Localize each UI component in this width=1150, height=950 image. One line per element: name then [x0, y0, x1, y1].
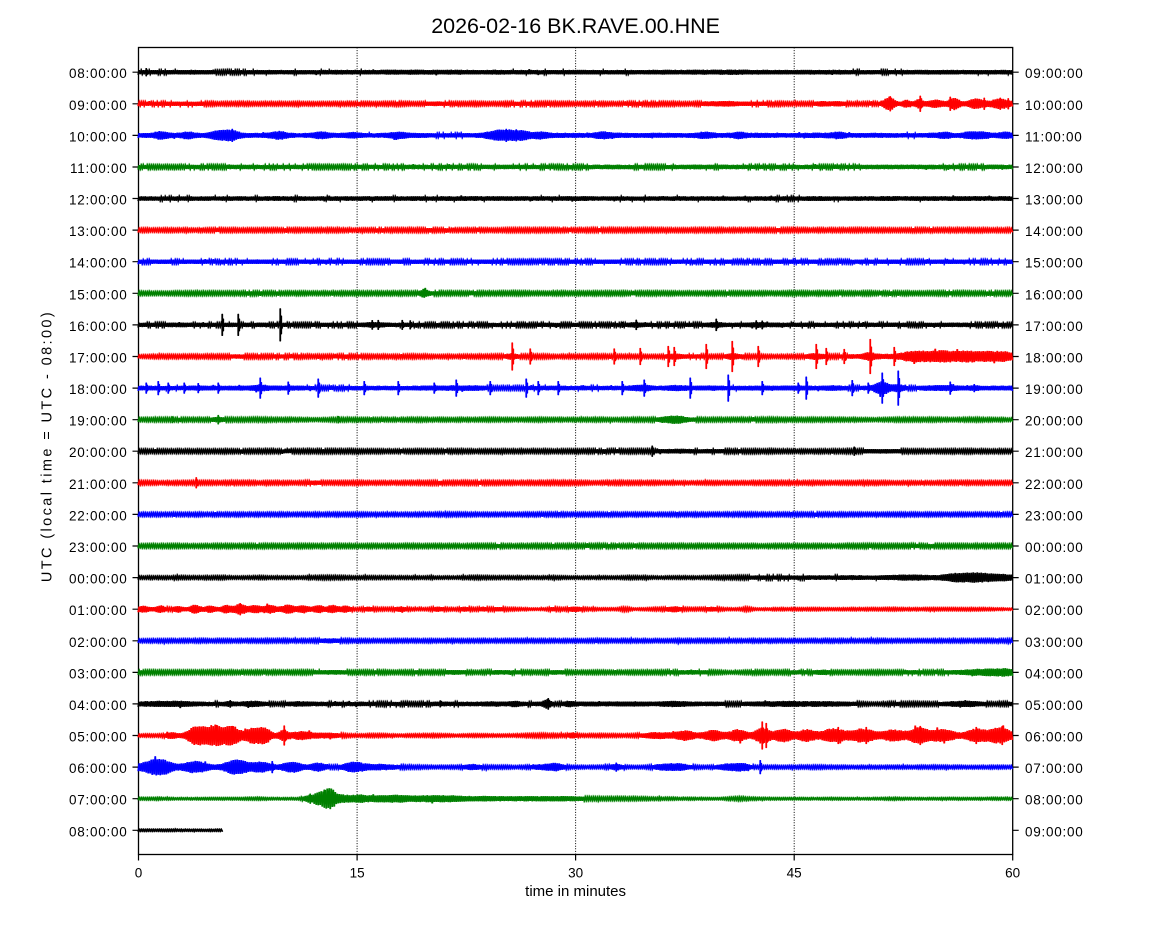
svg-text:15:00:00: 15:00:00	[1025, 256, 1084, 271]
svg-text:02:00:00: 02:00:00	[1025, 603, 1084, 618]
svg-text:30: 30	[568, 866, 583, 881]
svg-text:45: 45	[787, 866, 802, 881]
svg-text:15: 15	[350, 866, 365, 881]
svg-text:07:00:00: 07:00:00	[69, 793, 128, 808]
svg-text:0: 0	[135, 866, 143, 881]
svg-text:17:00:00: 17:00:00	[1025, 319, 1084, 334]
svg-text:UTC (local time = UTC - 08:00): UTC (local time = UTC - 08:00)	[40, 310, 56, 582]
svg-text:09:00:00: 09:00:00	[1025, 66, 1084, 81]
svg-text:21:00:00: 21:00:00	[1025, 445, 1084, 460]
svg-text:2026-02-16 BK.RAVE.00.HNE: 2026-02-16 BK.RAVE.00.HNE	[431, 14, 720, 38]
svg-text:time in minutes: time in minutes	[525, 883, 626, 900]
svg-text:13:00:00: 13:00:00	[1025, 193, 1084, 208]
svg-text:60: 60	[1005, 866, 1020, 881]
svg-text:05:00:00: 05:00:00	[1025, 698, 1084, 713]
svg-text:09:00:00: 09:00:00	[1025, 824, 1084, 839]
svg-text:23:00:00: 23:00:00	[69, 540, 128, 555]
svg-text:01:00:00: 01:00:00	[69, 603, 128, 618]
svg-text:03:00:00: 03:00:00	[69, 666, 128, 681]
svg-text:08:00:00: 08:00:00	[69, 66, 128, 81]
svg-text:02:00:00: 02:00:00	[69, 635, 128, 650]
svg-text:23:00:00: 23:00:00	[1025, 508, 1084, 523]
svg-text:11:00:00: 11:00:00	[70, 161, 128, 176]
svg-text:20:00:00: 20:00:00	[69, 445, 128, 460]
svg-text:01:00:00: 01:00:00	[1025, 572, 1084, 587]
svg-text:00:00:00: 00:00:00	[69, 572, 128, 587]
svg-text:18:00:00: 18:00:00	[69, 382, 128, 397]
svg-text:12:00:00: 12:00:00	[69, 193, 128, 208]
svg-text:18:00:00: 18:00:00	[1025, 351, 1084, 366]
svg-text:00:00:00: 00:00:00	[1025, 540, 1084, 555]
svg-text:07:00:00: 07:00:00	[1025, 761, 1084, 776]
svg-text:14:00:00: 14:00:00	[69, 256, 128, 271]
svg-text:06:00:00: 06:00:00	[1025, 730, 1084, 745]
svg-text:22:00:00: 22:00:00	[69, 508, 128, 523]
svg-text:14:00:00: 14:00:00	[1025, 224, 1084, 239]
svg-text:21:00:00: 21:00:00	[69, 477, 128, 492]
svg-text:15:00:00: 15:00:00	[69, 287, 128, 302]
svg-text:08:00:00: 08:00:00	[1025, 793, 1084, 808]
svg-text:13:00:00: 13:00:00	[69, 224, 128, 239]
svg-text:22:00:00: 22:00:00	[1025, 477, 1084, 492]
svg-text:17:00:00: 17:00:00	[69, 351, 128, 366]
svg-text:04:00:00: 04:00:00	[1025, 666, 1084, 681]
svg-text:08:00:00: 08:00:00	[69, 824, 128, 839]
svg-text:05:00:00: 05:00:00	[69, 730, 128, 745]
svg-text:06:00:00: 06:00:00	[69, 761, 128, 776]
svg-text:11:00:00: 11:00:00	[1025, 129, 1083, 144]
svg-text:20:00:00: 20:00:00	[1025, 414, 1084, 429]
svg-text:09:00:00: 09:00:00	[69, 98, 128, 113]
svg-text:19:00:00: 19:00:00	[69, 414, 128, 429]
svg-text:12:00:00: 12:00:00	[1025, 161, 1084, 176]
svg-text:19:00:00: 19:00:00	[1025, 382, 1084, 397]
svg-text:04:00:00: 04:00:00	[69, 698, 128, 713]
svg-text:03:00:00: 03:00:00	[1025, 635, 1084, 650]
svg-text:16:00:00: 16:00:00	[69, 319, 128, 334]
svg-text:10:00:00: 10:00:00	[69, 129, 128, 144]
svg-text:10:00:00: 10:00:00	[1025, 98, 1084, 113]
svg-text:16:00:00: 16:00:00	[1025, 287, 1084, 302]
